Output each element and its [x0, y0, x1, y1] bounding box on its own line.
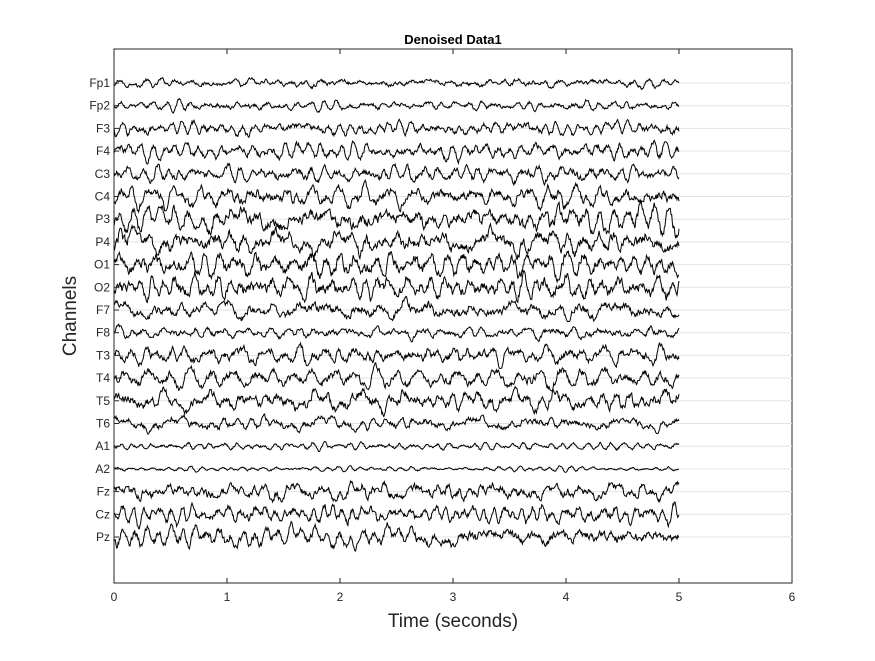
trace-o2 — [113, 269, 680, 304]
trace-fz — [113, 479, 680, 504]
x-tick-label-1: 1 — [224, 590, 231, 604]
trace-pz — [113, 520, 680, 553]
y-tick-label-p4: P4 — [95, 235, 110, 249]
x-tick-label-2: 2 — [337, 590, 344, 604]
y-tick-label-cz: Cz — [95, 507, 110, 521]
trace-f8 — [113, 323, 680, 343]
trace-p3 — [113, 199, 680, 239]
x-tick-label-6: 6 — [789, 590, 796, 604]
y-axis-label: Channels — [60, 276, 81, 356]
trace-t6 — [113, 413, 680, 436]
y-tick-label-t4: T4 — [96, 371, 110, 385]
trace-f4 — [113, 139, 680, 165]
trace-p4 — [113, 222, 680, 261]
y-tick-label-t5: T5 — [96, 394, 110, 408]
chart-title: Denoised Data1 — [404, 32, 502, 47]
trace-c3 — [113, 162, 680, 187]
trace-f3 — [113, 118, 680, 139]
y-tick-label-f3: F3 — [96, 121, 110, 135]
trace-c4 — [113, 179, 680, 214]
y-tick-label-f7: F7 — [96, 303, 110, 317]
grid-lines — [114, 82, 792, 538]
trace-t3 — [113, 341, 680, 369]
x-tick-label-3: 3 — [450, 590, 457, 604]
trace-a2 — [113, 465, 679, 473]
y-tick-label-pz: Pz — [96, 530, 110, 544]
y-tick-label-c4: C4 — [95, 190, 111, 204]
trace-a1 — [113, 440, 680, 453]
y-tick-label-o1: O1 — [94, 258, 110, 272]
trace-t5 — [113, 385, 680, 418]
y-axis-ticks: Fp1 Fp2 F3 F4 C3 C4 P3 P4 O1 O2 F7 F8 T3 T4 T5 T6 A1 A2 Fz… — [89, 76, 119, 544]
y-tick-label-t6: T6 — [96, 417, 110, 431]
y-tick-label-a2: A2 — [95, 462, 110, 476]
y-tick-label-c3: C3 — [95, 167, 111, 181]
y-tick-label-p3: P3 — [95, 212, 110, 226]
y-tick-label-fp2: Fp2 — [89, 99, 110, 113]
y-tick-label-fp1: Fp1 — [89, 76, 110, 90]
trace-fp2 — [113, 97, 680, 114]
x-axis-label: Time (seconds) — [388, 611, 518, 632]
x-axis-ticks: 0 1 2 3 4 5 6 — [111, 49, 796, 604]
trace-t4 — [113, 362, 680, 393]
y-tick-label-f4: F4 — [96, 144, 110, 158]
y-tick-label-o2: O2 — [94, 280, 110, 294]
trace-cz — [113, 501, 680, 530]
y-tick-label-f8: F8 — [96, 326, 110, 340]
trace-fp1 — [114, 76, 680, 91]
y-tick-label-t3: T3 — [96, 348, 110, 362]
y-tick-label-fz: Fz — [97, 485, 110, 499]
trace-f7 — [113, 295, 680, 323]
channel-traces — [113, 76, 680, 553]
plot-area — [113, 48, 793, 584]
x-tick-label-5: 5 — [676, 590, 683, 604]
trace-o1 — [113, 250, 680, 284]
x-tick-label-0: 0 — [111, 590, 118, 604]
x-tick-label-4: 4 — [563, 590, 570, 604]
y-tick-label-a1: A1 — [95, 439, 110, 453]
